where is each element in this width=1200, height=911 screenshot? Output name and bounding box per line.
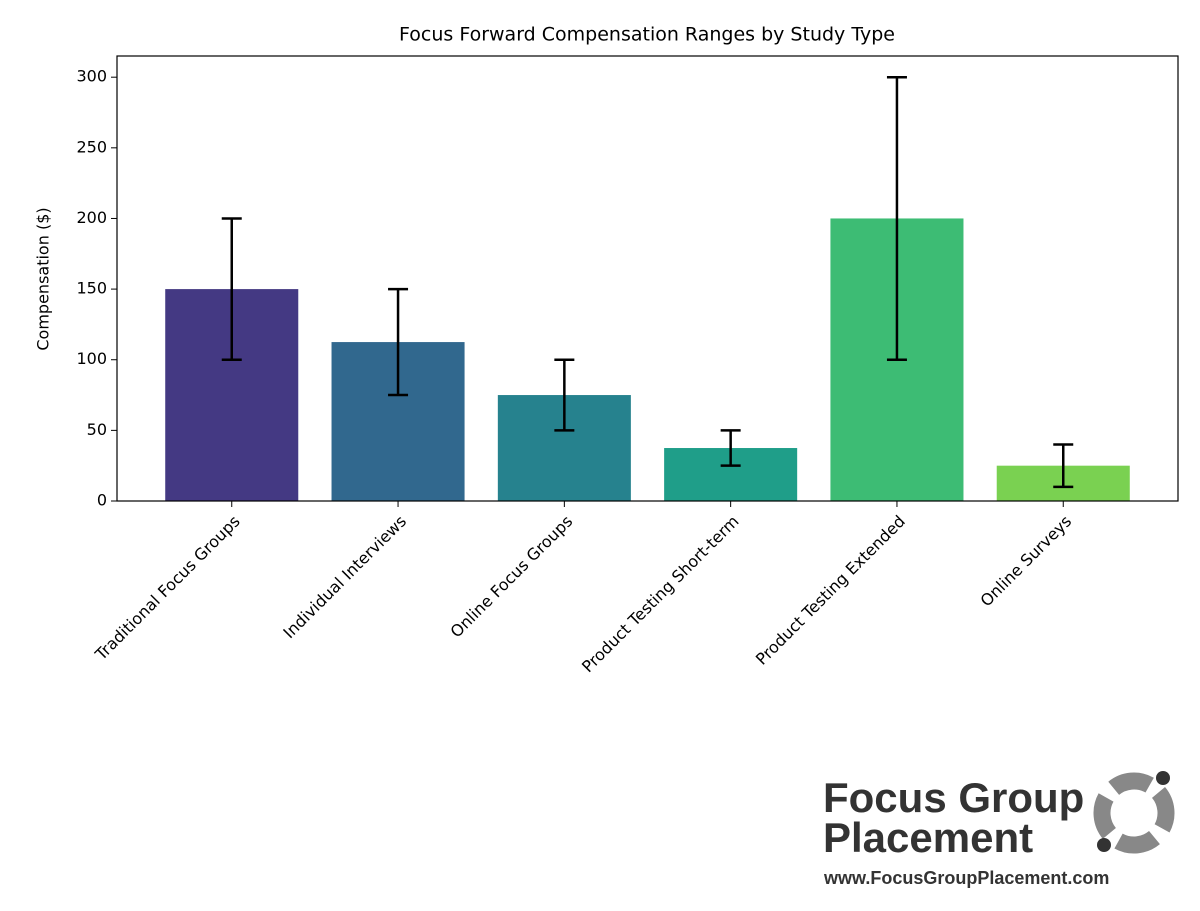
y-tick-label: 300 [76,67,107,86]
logo-url: www.FocusGroupPlacement.com [823,868,1109,888]
y-tick-label: 250 [76,137,107,156]
logo: Focus Group Placement www.FocusGroupPlac… [823,771,1175,888]
x-tick-label: Product Testing Extended [752,512,909,669]
y-tick-label: 0 [97,491,107,510]
y-axis-label: Compensation ($) [34,207,53,350]
x-tick-label: Traditional Focus Groups [91,512,244,665]
logo-ring [1093,772,1175,854]
logo-dot [1156,771,1170,785]
x-tick-label: Product Testing Short-term [578,512,743,677]
y-tick-label: 100 [76,349,107,368]
y-tick-label: 150 [76,279,107,298]
logo-dot [1097,838,1111,852]
x-tick-label: Individual Interviews [279,512,410,643]
y-tick-label: 50 [87,420,107,439]
y-tick-label: 200 [76,208,107,227]
x-tick-label: Online Surveys [976,512,1075,611]
plot-frame [116,55,1179,502]
logo-line1: Focus Group [823,774,1084,821]
logo-line2: Placement [823,814,1033,861]
chart-title: Focus Forward Compensation Ranges by Stu… [399,24,895,46]
x-tick-label: Online Focus Groups [447,512,577,642]
